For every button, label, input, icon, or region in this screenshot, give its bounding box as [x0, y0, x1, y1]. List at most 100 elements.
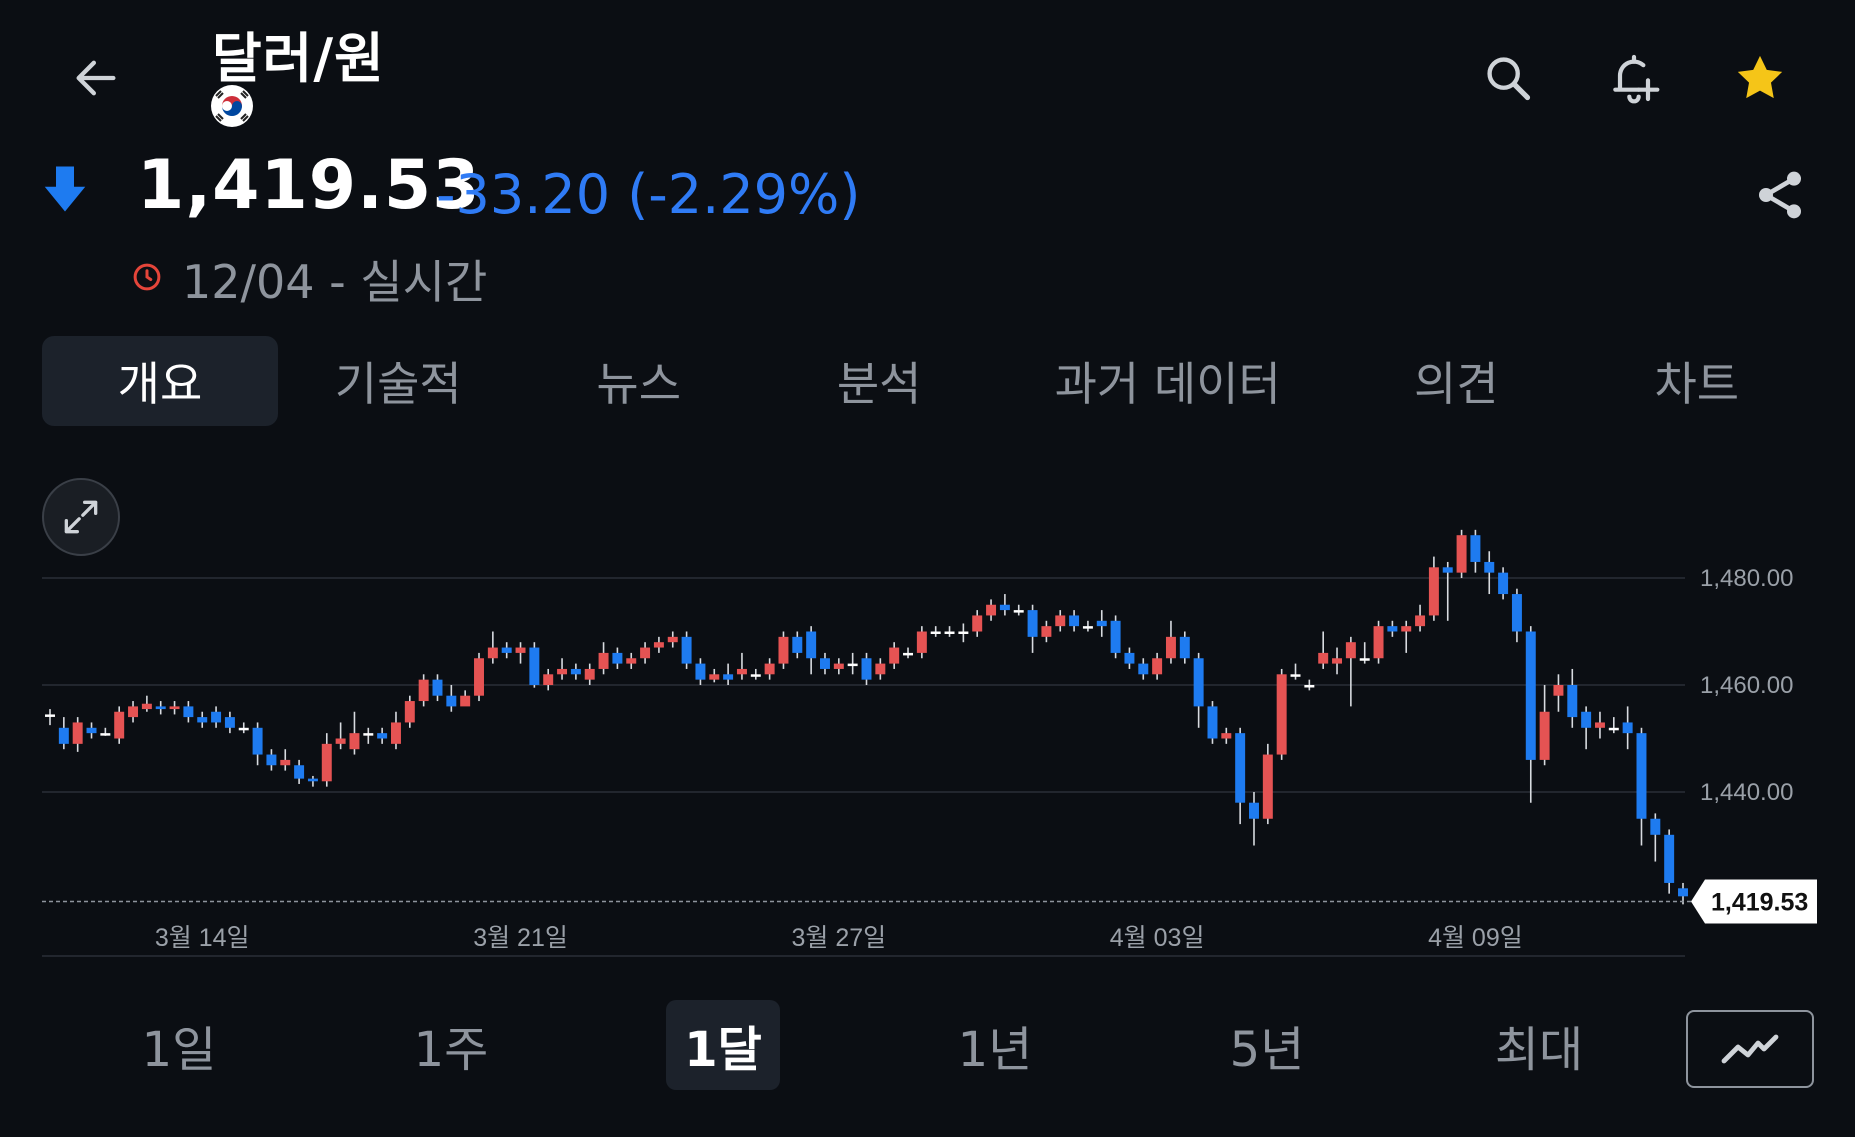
candle-body	[114, 711, 125, 739]
candle-body	[1290, 674, 1301, 677]
candle-body	[570, 668, 581, 675]
candle-body	[903, 652, 913, 656]
candle-body	[307, 778, 318, 782]
candle-body	[252, 727, 263, 755]
candle-body	[1636, 733, 1647, 819]
candle-body	[294, 765, 305, 779]
candle-body	[404, 701, 415, 723]
back-button[interactable]	[58, 40, 134, 116]
candle-body	[197, 717, 208, 723]
tab-opinions[interactable]: 의견	[1413, 357, 1499, 411]
candle-body	[1013, 610, 1024, 613]
range-1m[interactable]: 1달	[666, 1000, 780, 1090]
range-max[interactable]: 최대	[1494, 1022, 1584, 1078]
candle-body	[460, 695, 471, 707]
search-icon	[1487, 57, 1531, 101]
range-5y[interactable]: 5년	[1229, 1022, 1305, 1078]
candle-body	[1262, 754, 1273, 819]
tab-analysis[interactable]: 분석	[836, 357, 922, 411]
range-1w[interactable]: 1주	[413, 1022, 489, 1078]
favorite-button[interactable]	[1722, 40, 1798, 116]
section-tabs: 개요 기술적 뉴스 분석 과거 데이터 의견 차트	[42, 336, 1817, 426]
candle-body	[930, 631, 941, 634]
candle-body	[557, 668, 568, 675]
update-time: 12/04 - 실시간	[182, 255, 488, 309]
star-icon	[1737, 55, 1783, 99]
candle-body	[833, 663, 844, 669]
candle-body	[1152, 658, 1163, 675]
candle-body	[1373, 626, 1384, 659]
candle-body	[1082, 626, 1093, 629]
price-change: -33.20 (-2.29%)	[436, 163, 861, 226]
candle-body	[1138, 663, 1149, 675]
candle-body	[598, 652, 609, 669]
candle-body	[487, 647, 498, 659]
candle-body	[972, 615, 983, 632]
candle-body	[1110, 620, 1121, 653]
candle-body	[1041, 626, 1052, 637]
range-1d[interactable]: 1일	[141, 1022, 217, 1078]
candle-body	[1553, 685, 1564, 696]
expand-chart-button[interactable]	[42, 478, 120, 556]
candle-body	[1069, 615, 1080, 627]
candle-body	[944, 631, 955, 634]
range-1y[interactable]: 1년	[957, 1022, 1033, 1078]
candle-body	[806, 631, 817, 659]
candle-body	[183, 706, 194, 718]
candle-body	[349, 733, 360, 750]
chart-type-button[interactable]	[1686, 1010, 1814, 1088]
candle-body	[709, 674, 720, 680]
candle-body	[736, 668, 747, 675]
candle-body	[1539, 711, 1550, 760]
candle-body	[999, 604, 1010, 611]
tab-technical[interactable]: 기술적	[334, 357, 462, 411]
share-button[interactable]	[1748, 160, 1812, 230]
candle-body	[612, 652, 623, 664]
candle-body	[1235, 733, 1246, 803]
candle-body	[474, 658, 484, 696]
candle-body	[1594, 722, 1605, 728]
candle-body	[1249, 802, 1259, 819]
candle-body	[418, 679, 429, 702]
search-button[interactable]	[1470, 40, 1546, 116]
candle-body	[432, 679, 443, 696]
candle-body	[1470, 535, 1481, 562]
candle-body	[1622, 722, 1633, 734]
add-alert-button[interactable]	[1596, 40, 1672, 116]
candle-body	[667, 636, 678, 643]
candle-body	[58, 727, 69, 744]
candle-body	[280, 759, 291, 766]
tab-overview[interactable]: 개요	[42, 336, 278, 426]
candle-body	[889, 647, 900, 664]
candle-body	[72, 722, 83, 744]
candle-body	[1179, 636, 1190, 659]
candle-body	[141, 703, 152, 710]
candle-body	[1304, 685, 1315, 688]
candle-body	[1664, 834, 1675, 883]
candlestick-chart[interactable]: 1,480.00 1,460.00 1,440.00 3월 14일 3월 21일 3월 2…	[0, 520, 1855, 980]
candle-body	[1096, 620, 1107, 627]
x-tick-label: 4월 03일	[1110, 924, 1205, 952]
candle-body	[1345, 642, 1356, 659]
candle-body	[335, 738, 346, 744]
candle-body	[764, 663, 775, 675]
candle-body	[1318, 652, 1329, 664]
y-tick-label: 1,440.00	[1700, 779, 1793, 806]
bell-plus-icon	[1613, 54, 1660, 104]
tab-historical-data[interactable]: 과거 데이터	[1054, 357, 1281, 411]
candle-body	[128, 706, 139, 718]
candle-body	[1456, 535, 1467, 573]
x-tick-label: 3월 14일	[155, 924, 250, 952]
candle-body	[1165, 636, 1176, 659]
line-chart-icon	[1721, 1034, 1779, 1064]
tab-news[interactable]: 뉴스	[596, 357, 682, 411]
candle-body	[847, 663, 858, 667]
candle-body	[1498, 572, 1509, 595]
candle-body	[238, 727, 249, 731]
candle-body	[1442, 567, 1453, 573]
arrow-left-icon	[76, 60, 116, 96]
candle-body	[695, 663, 706, 680]
page-title: 달러/원	[212, 27, 385, 90]
tab-chart[interactable]: 차트	[1654, 357, 1740, 411]
candle-body	[640, 647, 651, 659]
